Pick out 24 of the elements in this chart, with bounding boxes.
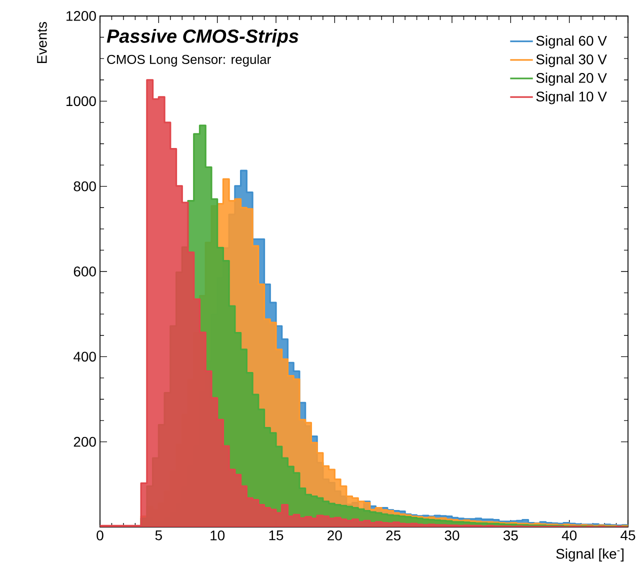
- y-tick-label: 400: [74, 352, 96, 362]
- y-axis-title: Events: [37, 22, 47, 64]
- x-tick-label: 10: [210, 530, 225, 540]
- x-tick-label: 40: [562, 530, 577, 540]
- y-tick-label: 600: [74, 266, 96, 276]
- y-tick-label: 1200: [66, 11, 96, 21]
- y-tick-label: 1000: [66, 96, 96, 106]
- text: Passive CMOS-Strips: [106, 28, 298, 47]
- legend-label: Signal 60 V: [536, 36, 607, 49]
- x-tick-label: 0: [96, 530, 104, 540]
- x-tick-label: 15: [269, 530, 284, 540]
- x-tick-label: 5: [155, 530, 162, 540]
- x-tick-label: 30: [444, 530, 460, 540]
- y-tick-label: 800: [74, 181, 96, 192]
- y-tick-label: 200: [74, 436, 96, 447]
- x-tick-label: 35: [503, 530, 518, 540]
- legend-label: Signal 20 V: [536, 72, 607, 86]
- x-axis-title: Signal [ke$^{-}$]: [556, 548, 624, 562]
- x-tick-label: 45: [620, 530, 636, 540]
- legend-label: Signal 10 V: [536, 91, 607, 104]
- text: CMOS Long Sensor: regular: [107, 54, 271, 67]
- x-tick-label: 25: [386, 530, 401, 540]
- legend-label: Signal 30 V: [536, 54, 607, 68]
- x-tick-label: 20: [328, 530, 342, 540]
